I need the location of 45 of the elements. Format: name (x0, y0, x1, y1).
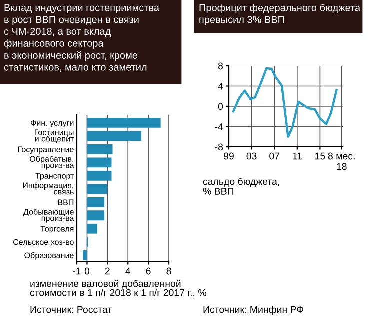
y-tick-label: Сельское хоз-во (14, 239, 74, 246)
x-tick-label: -1 (73, 268, 81, 275)
x-tick-label: 8 (166, 268, 172, 275)
x-tick-label: 99 (224, 152, 234, 160)
bar (87, 170, 112, 181)
bar (83, 250, 88, 260)
bar (87, 158, 112, 168)
y-tick-label: Торговля (40, 226, 74, 234)
y-tick-label: -8 (215, 144, 224, 151)
y-tick-label: Обрабатыв. произ-ва (30, 156, 74, 170)
bar (87, 224, 98, 234)
y-tick-label: Фин. услуги (31, 120, 74, 128)
bar (87, 144, 113, 154)
x-axis-title: изменение валовой добавленной стоимости в 1 п/г 2018 к 1 п/г 2017 г., % (30, 280, 206, 298)
y-tick-label: 4 (218, 83, 224, 90)
y-tick-label: Образование (24, 252, 74, 260)
x-tick-label: 0 (84, 268, 90, 275)
y-tick-label: Госуправление (18, 146, 74, 154)
bar (87, 184, 108, 194)
x-tick-label: 15 (316, 152, 326, 160)
text: Источник: Минфин РФ (204, 306, 304, 316)
x-tick-label: 03 (246, 152, 257, 160)
y-tick-label: -4 (215, 124, 224, 130)
x-tick-label: 6 (146, 268, 151, 275)
bar (87, 131, 142, 142)
x-tick-label: 07 (270, 152, 280, 160)
y-tick-label: Добывающие произ-ва (24, 208, 74, 223)
bar (87, 118, 161, 128)
line-series (232, 67, 338, 138)
x-tick-label: 8 мес. 18 (328, 152, 355, 170)
chart-title: Профицит федерального бюджета превысил 3% ВВП (200, 4, 361, 26)
y-axis-title: сальдо бюджета, % ВВП (203, 178, 280, 195)
y-tick-label: Гостиницы и общепит (35, 130, 74, 144)
y-tick-label: 0 (218, 103, 224, 110)
bar (87, 197, 105, 208)
x-tick-label: 2 (105, 268, 110, 275)
x-tick-label: 11 (293, 152, 302, 160)
y-tick-label: 8 (218, 62, 224, 70)
chart-title: Вклад индустрии гостеприимства в рост ВВП очевиден в связи с ЧМ-2018, а вот вклад финансового сектора в экономический рост, кроме статистиков, мало кто заметил (4, 4, 160, 72)
y-tick-label: Информация, связь (23, 182, 74, 195)
x-tick-label: 4 (126, 268, 131, 275)
bar (87, 210, 105, 221)
y-tick-label: Транспорт (36, 173, 74, 181)
text: Источник: Росстат (30, 306, 112, 314)
y-tick-label: ВВП (58, 200, 74, 206)
